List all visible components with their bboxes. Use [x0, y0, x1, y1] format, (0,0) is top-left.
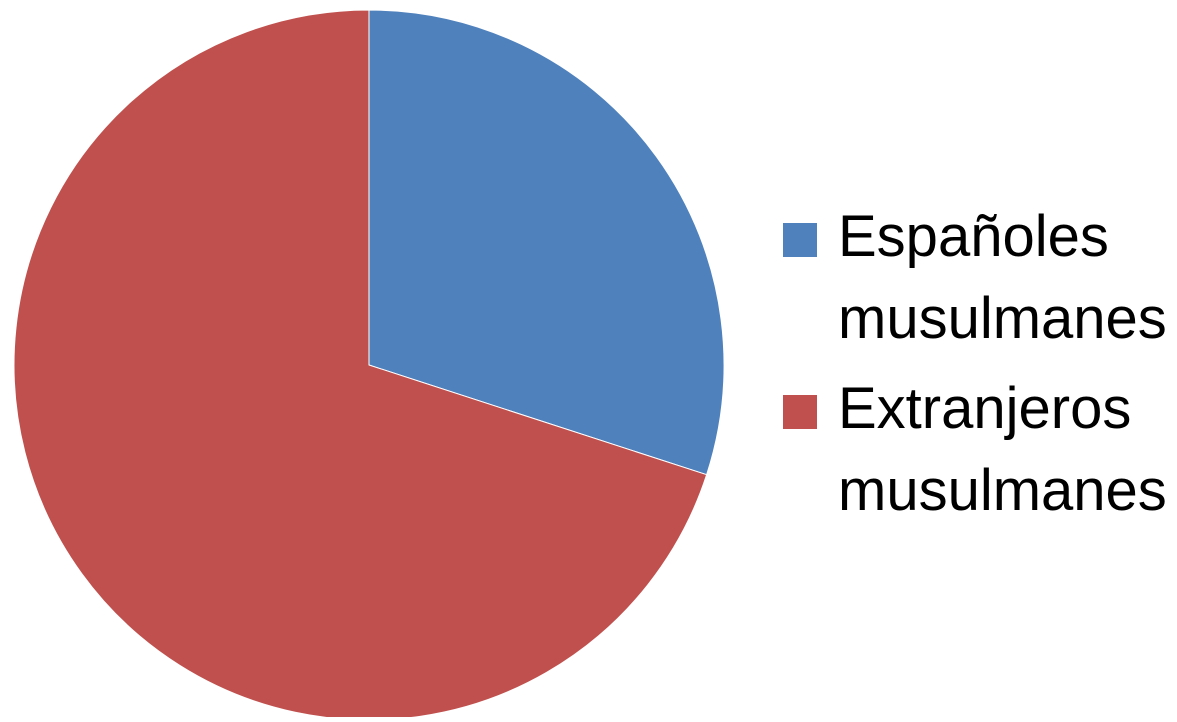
legend-label: Extranjeros musulmanes	[838, 376, 1167, 523]
pie-slice-espanoles-musulmanes	[368, 9, 725, 476]
pie-slices	[13, 9, 725, 721]
pie-slice-extranjeros-musulmanes	[13, 9, 708, 721]
legend-label-line: Extranjeros	[838, 376, 1131, 441]
legend-label-line: musulmanes	[838, 286, 1167, 351]
legend-entry-2: Extranjeros musulmanes	[783, 376, 1167, 523]
legend-entry-1: Españoles musulmanes	[783, 204, 1167, 351]
legend-label-line: musulmanes	[838, 458, 1167, 523]
legend-label: Españoles musulmanes	[838, 204, 1167, 351]
legend-swatch	[783, 223, 817, 257]
legend-label-line: Españoles	[838, 204, 1109, 269]
legend-swatch	[783, 395, 817, 429]
legend: Españoles musulmanes Extranjeros musulmanes	[783, 204, 1167, 523]
